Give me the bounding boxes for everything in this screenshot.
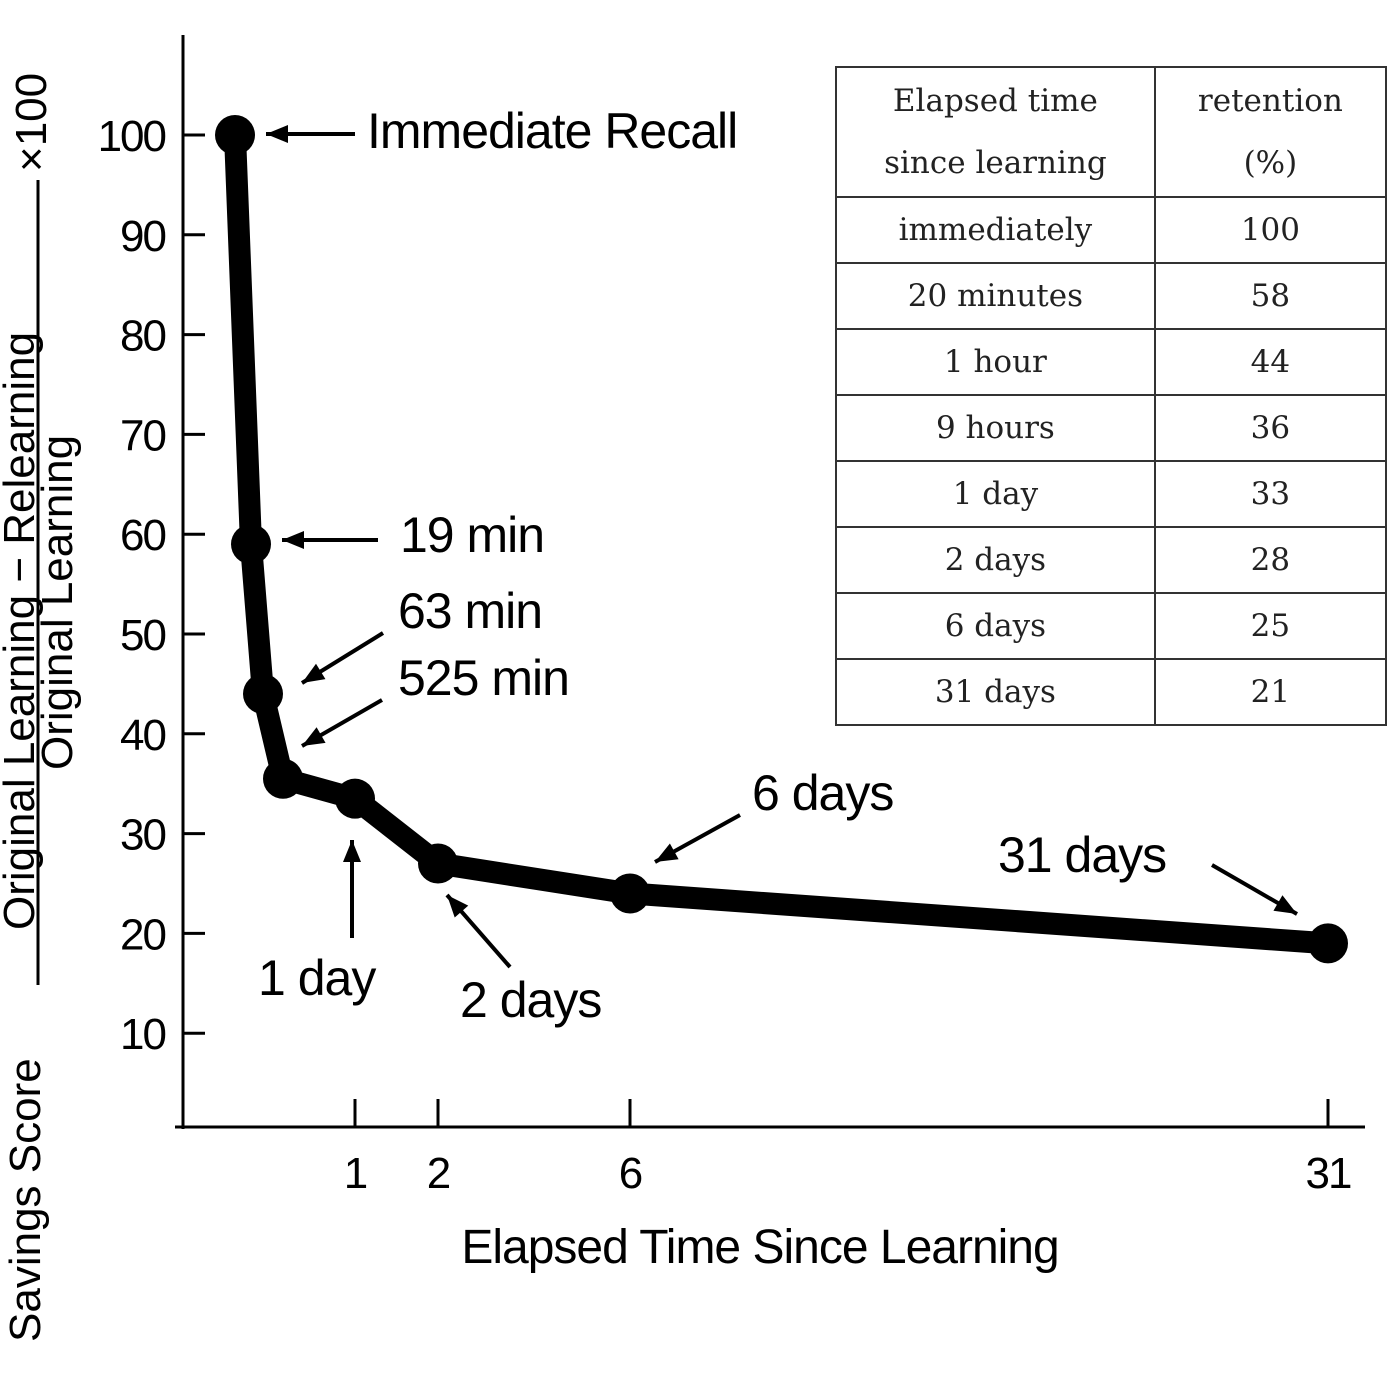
data-point — [231, 524, 271, 565]
x-axis-ticks: 1 2 6 31 — [344, 1099, 1353, 1198]
y-tick-label: 10 — [120, 1010, 165, 1059]
arrow-head-icon — [655, 843, 679, 862]
data-point — [263, 758, 303, 799]
table-cell-retention: 28 — [1153, 526, 1388, 594]
annotation-31-days: 31 days — [998, 827, 1298, 916]
table-cell-retention: 36 — [1153, 394, 1388, 462]
table-row: 1 hour 44 — [835, 328, 1388, 396]
table-cell-retention: 33 — [1153, 460, 1388, 528]
annotation-label: 63 min — [398, 583, 542, 639]
annotation-label: Immediate Recall — [367, 103, 737, 159]
series-line — [215, 115, 1348, 964]
arrow-head-icon — [343, 840, 361, 862]
x-tick-label: 31 — [1306, 1149, 1351, 1198]
table-header-elapsed: Elapsed time since learning — [835, 66, 1156, 198]
table-cell-elapsed: 9 hours — [835, 394, 1156, 462]
table-row: 6 days 25 — [835, 592, 1388, 660]
y-tick-label: 70 — [120, 411, 165, 460]
table-header-retention: retention (%) — [1153, 66, 1388, 198]
annotation-label: 19 min — [400, 507, 544, 563]
data-point — [215, 115, 255, 155]
table-row: immediately 100 — [835, 196, 1388, 264]
table-cell-retention: 100 — [1153, 196, 1388, 264]
arrow-head-icon — [282, 531, 304, 549]
annotation-19-min: 19 min — [282, 507, 545, 563]
table-row: 20 minutes 58 — [835, 262, 1388, 330]
y-axis-title-denominator: Original Learning — [33, 435, 82, 770]
arrow-head-icon — [302, 663, 326, 683]
x-tick-label: 6 — [619, 1149, 642, 1198]
table-header-elapsed-line1: Elapsed time — [892, 83, 1098, 119]
y-axis-ticks: 10 20 30 40 50 60 70 80 90 100 — [98, 112, 205, 1059]
annotation-label: 6 days — [752, 765, 893, 821]
y-tick-label: 60 — [120, 511, 165, 560]
table-cell-elapsed: immediately — [835, 196, 1156, 264]
table-cell-retention: 44 — [1153, 328, 1388, 396]
table-header-row: Elapsed time since learning retention (%) — [835, 66, 1388, 198]
table-row: 1 day 33 — [835, 460, 1388, 528]
annotation-label: 525 min — [398, 650, 569, 706]
table-cell-elapsed: 20 minutes — [835, 262, 1156, 330]
annotation-label: 1 day — [258, 950, 376, 1006]
retention-table: Elapsed time since learning retention (%) … — [835, 66, 1388, 726]
table-cell-elapsed: 1 hour — [835, 328, 1156, 396]
data-point — [335, 778, 375, 819]
series-path — [224, 124, 1339, 955]
table-cell-elapsed: 6 days — [835, 592, 1156, 660]
table-cell-retention: 21 — [1153, 658, 1388, 726]
x-tick-label: 2 — [427, 1149, 450, 1198]
table-row: 9 hours 36 — [835, 394, 1388, 462]
table-cell-retention: 58 — [1153, 262, 1388, 330]
y-tick-label: 100 — [98, 112, 166, 161]
arrow-head-icon — [266, 125, 288, 143]
y-axis-title-multiplier: ×100 — [7, 73, 56, 172]
arrow-head-icon — [1273, 895, 1297, 914]
arrow-head-icon — [447, 895, 469, 918]
annotation-525-min: 525 min — [301, 650, 570, 748]
data-point — [243, 673, 283, 714]
table-header-retention-line2: (%) — [1243, 145, 1298, 181]
y-axis-title-prefix: Savings Score — [1, 1058, 50, 1342]
annotation-immediate-recall: Immediate Recall — [266, 103, 738, 159]
y-tick-label: 50 — [120, 611, 165, 660]
annotation-2-days: 2 days — [445, 893, 602, 1028]
y-tick-label: 40 — [120, 711, 165, 760]
table-row: 31 days 21 — [835, 658, 1388, 726]
data-point — [418, 843, 458, 884]
y-axis-title: Savings Score Original Learning − Relear… — [0, 73, 82, 1342]
table-cell-elapsed: 1 day — [835, 460, 1156, 528]
x-axis-title: Elapsed Time Since Learning — [461, 1221, 1058, 1274]
annotation-6-days: 6 days — [654, 765, 894, 864]
annotation-label: 31 days — [998, 827, 1166, 883]
table-row: 2 days 28 — [835, 526, 1388, 594]
y-tick-label: 30 — [120, 811, 165, 860]
y-tick-label: 90 — [120, 212, 165, 261]
annotation-label: 2 days — [460, 972, 601, 1028]
annotation-1-day: 1 day — [258, 840, 377, 1006]
table-header-elapsed-line2: since learning — [884, 145, 1107, 181]
annotations: Immediate Recall 19 min 63 min 525 min 1 day… — [258, 103, 1298, 1028]
x-tick-label: 1 — [344, 1149, 367, 1198]
table-header-retention-line1: retention — [1197, 83, 1343, 119]
axes — [175, 35, 1365, 1129]
table-cell-elapsed: 31 days — [835, 658, 1156, 726]
annotation-63-min: 63 min — [300, 583, 543, 685]
data-point — [1308, 923, 1348, 964]
arrow-head-icon — [302, 727, 326, 746]
data-point — [610, 873, 650, 914]
table-cell-retention: 25 — [1153, 592, 1388, 660]
table-cell-elapsed: 2 days — [835, 526, 1156, 594]
y-tick-label: 20 — [120, 910, 165, 959]
y-tick-label: 80 — [120, 312, 165, 361]
